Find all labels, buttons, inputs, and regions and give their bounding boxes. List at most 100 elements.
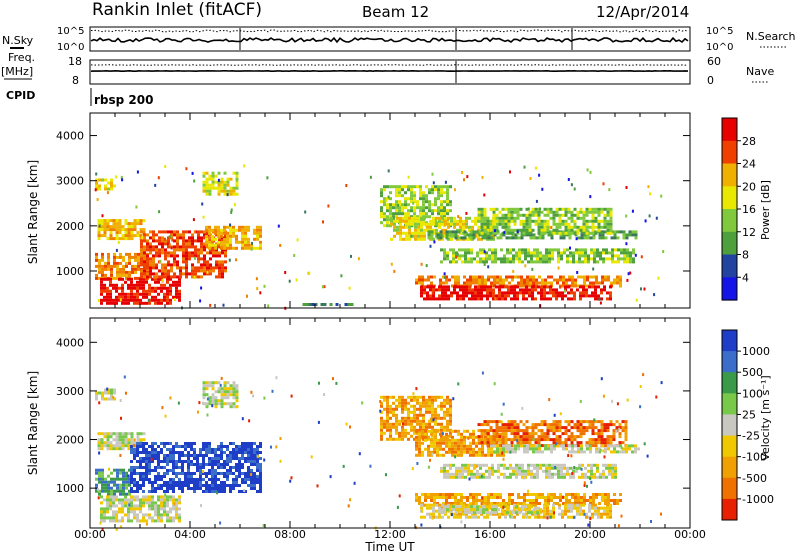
- data-cell: [478, 275, 481, 279]
- data-cell: [410, 425, 413, 429]
- data-cell: [145, 519, 148, 523]
- data-cell: [466, 281, 469, 285]
- data-cell: [206, 245, 209, 249]
- data-cell: [549, 429, 553, 433]
- data-cell: [576, 288, 579, 292]
- data-cell: [196, 460, 199, 463]
- data-cell: [154, 442, 157, 445]
- data-cell: [95, 489, 98, 493]
- data-cell: [456, 294, 459, 298]
- data-cell: [140, 245, 143, 249]
- data-cell: [534, 285, 537, 289]
- data-cell: [537, 228, 541, 232]
- data-cell: [628, 444, 631, 448]
- nsky-tick-top: 10^5: [57, 26, 84, 37]
- data-cell: [214, 396, 218, 400]
- data-cell: [603, 219, 607, 223]
- data-cell: [209, 257, 212, 261]
- data-cell: [226, 387, 230, 391]
- data-cell: [172, 295, 175, 299]
- data-cell: [558, 435, 562, 439]
- data-cell: [232, 387, 236, 391]
- data-cell: [504, 426, 508, 430]
- data-cell: [211, 240, 214, 244]
- data-cell: [178, 466, 181, 469]
- data-cell: [208, 490, 211, 493]
- data-cell: [125, 480, 128, 484]
- data-cell: [250, 445, 253, 448]
- data-cell: [421, 275, 424, 279]
- data-cell: [181, 445, 184, 448]
- data-cell: [160, 442, 163, 445]
- data-cell: [509, 260, 512, 264]
- data-cell: [115, 438, 119, 442]
- data-cell: [519, 228, 523, 232]
- data-cell: [421, 281, 424, 285]
- data-cell: [223, 192, 227, 196]
- data-cell: [472, 233, 476, 237]
- data-cell: [232, 189, 236, 193]
- data-cell: [106, 507, 109, 511]
- data-cell: [571, 281, 574, 285]
- data-cell: [168, 235, 171, 239]
- data-cell: [598, 447, 601, 451]
- data-cell: [625, 233, 629, 237]
- data-cell: [448, 496, 451, 499]
- data-cell: [139, 463, 142, 466]
- data-cell: [133, 513, 136, 517]
- data-cell: [398, 191, 401, 195]
- data-cell: [586, 444, 589, 448]
- data-cell: [142, 484, 145, 487]
- data-cell: [100, 444, 104, 448]
- data-cell: [181, 469, 184, 472]
- data-cell: [103, 432, 107, 436]
- data-cell: [97, 228, 101, 232]
- data-cell: [626, 251, 629, 255]
- data-cell: [443, 475, 446, 479]
- data-cell: [579, 291, 582, 295]
- data-cell: [576, 441, 580, 445]
- data-cell: [259, 463, 262, 466]
- data-cell: [591, 210, 595, 214]
- data-cell: [440, 395, 443, 399]
- data-cell: [655, 216, 658, 220]
- data-cell: [253, 448, 256, 451]
- data-cell: [450, 237, 453, 241]
- data-cell: [525, 432, 529, 436]
- data-cell: [136, 466, 139, 469]
- data-cell: [427, 493, 430, 496]
- colorbar-tick-label: 12: [742, 226, 756, 239]
- data-cell: [217, 457, 220, 460]
- data-cell: [443, 463, 446, 467]
- data-cell: [598, 233, 602, 237]
- data-cell: [418, 432, 421, 436]
- data-cell: [434, 395, 437, 399]
- data-cell: [142, 498, 145, 502]
- data-cell: [432, 294, 435, 298]
- data-cell: [226, 402, 230, 406]
- data-cell: [526, 281, 529, 285]
- data-cell: [566, 466, 569, 470]
- data-cell: [507, 426, 511, 430]
- data-cell: [501, 219, 505, 223]
- data-cell: [514, 502, 517, 505]
- data-cell: [380, 215, 383, 219]
- data-cell: [589, 450, 592, 454]
- data-cell: [423, 231, 426, 235]
- data-cell: [422, 212, 425, 216]
- data-cell: [496, 496, 499, 499]
- data-cell: [172, 498, 175, 502]
- data-cell: [614, 248, 617, 252]
- data-cell: [558, 219, 562, 223]
- data-cell: [142, 295, 145, 299]
- data-cell: [229, 186, 233, 190]
- data-cell: [579, 441, 583, 445]
- data-cell: [142, 466, 145, 469]
- data-cell: [533, 463, 536, 467]
- data-cell: [475, 281, 478, 285]
- data-cell: [203, 233, 206, 237]
- data-cell: [232, 186, 236, 190]
- data-cell: [413, 413, 416, 417]
- data-cell: [625, 444, 628, 448]
- data-cell: [157, 519, 160, 523]
